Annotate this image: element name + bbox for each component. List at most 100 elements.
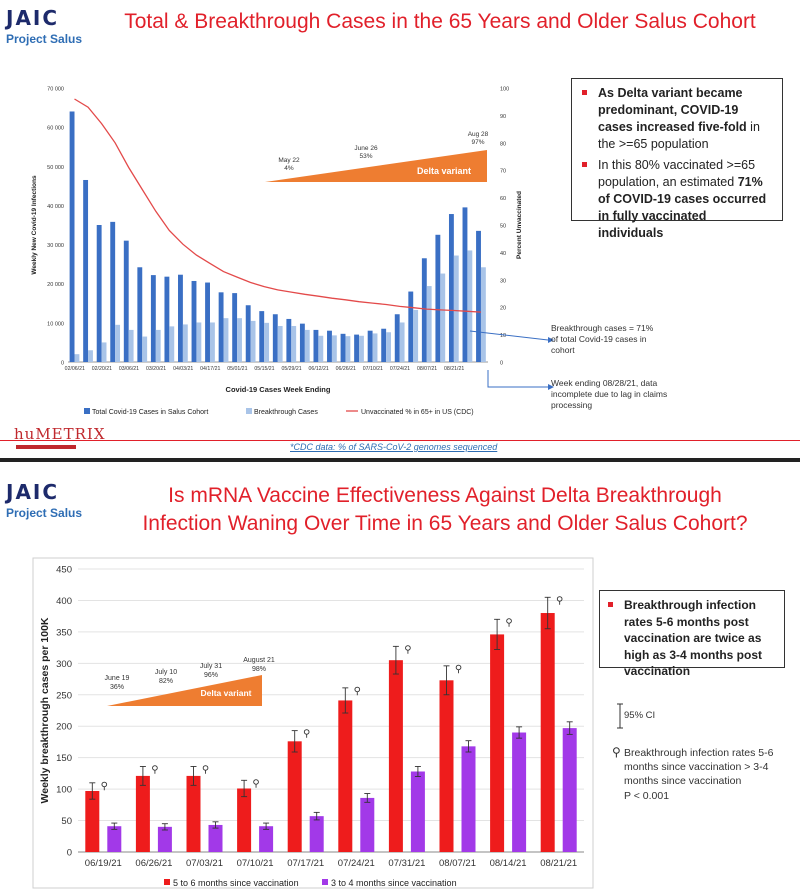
unvaccinated-line <box>74 98 482 313</box>
delta-pct-label: 96% <box>204 672 218 679</box>
legend-total-label: Total Covid-19 Cases in Salus Cohort <box>92 409 208 416</box>
breakthrough-cases-bar <box>74 354 80 362</box>
significance-marker: ⚲ <box>101 781 108 792</box>
delta-variant-label: Delta variant <box>200 688 251 698</box>
x-tick-label: 08/14/21 <box>490 858 527 869</box>
humetrix-logo: huMETRIX <box>14 425 106 449</box>
y2-tick-label: 60 <box>500 196 506 202</box>
y-tick-label: 350 <box>56 627 72 638</box>
y2-tick-label: 70 <box>500 169 506 175</box>
slide2-title: Is mRNA Vaccine Effectiveness Against De… <box>100 482 790 538</box>
significance-marker: ⚲ <box>252 778 259 789</box>
slide1-footer-line <box>0 440 800 441</box>
ci-legend-label: 95% CI <box>624 710 656 721</box>
total-cases-bar <box>448 214 454 362</box>
x-tick-label: 04/03/21 <box>173 366 193 372</box>
total-cases-bar <box>313 329 319 362</box>
bar-3to4-months <box>309 816 324 852</box>
slide-total-breakthrough: JAIC Project Salus Total & Breakthrough … <box>0 6 800 452</box>
significance-marker: ⚲ <box>556 595 563 606</box>
y-tick-label: 150 <box>56 753 72 764</box>
delta-date-label: July 10 <box>155 669 177 676</box>
delta-pct-label: 98% <box>252 666 266 673</box>
x-tick-label: 08/21/21 <box>444 366 464 372</box>
x-tick-label: 08/07/21 <box>439 858 476 869</box>
y2-tick-label: 10 <box>500 333 506 339</box>
x-tick-label: 06/26/21 <box>336 366 356 372</box>
y2-tick-label: 0 <box>500 361 503 367</box>
breakthrough-cases-bar <box>223 318 229 362</box>
breakthrough-share-note: Breakthrough cases = 71% of total Covid-… <box>551 323 654 355</box>
jaic-logo-2: JAIC Project Salus <box>6 480 86 520</box>
breakthrough-cases-bar <box>142 336 148 362</box>
humetrix-text: huMETRIX <box>14 425 106 443</box>
delta-pct-label: 82% <box>159 678 173 685</box>
delta-pct-label: 53% <box>359 153 372 160</box>
cdc-footnote[interactable]: *CDC data: % of SARS-CoV-2 genomes seque… <box>290 442 498 452</box>
bullet-71-bold: 71% of COVID-19 cases occurred in fully … <box>598 175 767 240</box>
bar-5to6-months <box>237 788 252 852</box>
x-tick-label: 07/03/21 <box>186 858 223 869</box>
y-tick-label: 300 <box>56 659 72 670</box>
breakthrough-cases-bar <box>453 255 459 362</box>
breakthrough-cases-bar <box>331 335 337 362</box>
total-cases-bar <box>96 225 102 362</box>
y-tick-label: 70 000 <box>47 87 64 93</box>
y-tick-label: 400 <box>56 596 72 607</box>
breakthrough-cases-bar <box>209 322 215 362</box>
y-tick-label: 0 <box>67 848 72 859</box>
bar-5to6-months <box>540 613 555 852</box>
total-cases-bar <box>137 267 143 362</box>
callout-bullet-twice: Breakthrough infection rates 5-6 months … <box>606 597 778 680</box>
total-cases-bar <box>381 328 387 362</box>
callout-bullet-fivefold: As Delta variant became predominant, COV… <box>580 85 774 153</box>
note-arrow-week <box>487 370 548 388</box>
breakthrough-cases-bar <box>115 324 121 362</box>
legend-breakthrough-swatch <box>246 408 252 414</box>
y2-tick-label: 90 <box>500 114 506 120</box>
delta-date-label: June 19 <box>105 675 130 682</box>
total-cases-bar <box>286 318 292 362</box>
total-cases-bar <box>123 240 129 362</box>
y-axis-label: Weekly breakthrough cases per 100K <box>39 617 51 803</box>
total-cases-bar <box>394 314 400 362</box>
breakthrough-cases-bar <box>318 335 324 362</box>
total-cases-bar <box>408 291 414 362</box>
total-cases-bar <box>476 230 481 362</box>
y-tick-label: 30 000 <box>47 243 64 249</box>
total-cases-bar <box>272 314 278 362</box>
total-cases-bar <box>462 207 468 362</box>
breakthrough-cases-bar <box>155 329 161 362</box>
significance-marker: ⚲ <box>354 686 361 697</box>
bar-5to6-months <box>287 741 302 852</box>
legend-total-swatch <box>84 408 90 414</box>
total-cases-bar <box>83 179 89 362</box>
ci-legend-icon <box>617 703 623 729</box>
significance-marker: ⚲ <box>455 664 462 675</box>
total-cases-bar <box>340 333 346 362</box>
chart2-frame <box>32 557 594 889</box>
y2-tick-label: 100 <box>500 87 509 93</box>
jaic-logo-mark-2: JAIC <box>6 480 60 504</box>
bar-5to6-months <box>186 775 201 852</box>
slide-vaccine-waning: JAIC Project Salus Is mRNA Vaccine Effec… <box>0 458 800 890</box>
project-salus-label: Project Salus <box>6 32 83 46</box>
total-cases-bar <box>327 330 332 362</box>
delta-variant-wedge <box>107 675 262 706</box>
arrowhead-week <box>548 384 554 390</box>
bar-3to4-months <box>562 728 577 852</box>
bar-5to6-months <box>439 680 454 852</box>
total-cases-bar <box>245 305 251 362</box>
y-axis-label: Weekly New Covid-19 Infections <box>31 175 38 275</box>
delta-date-label: June 26 <box>354 145 378 152</box>
y-tick-label: 250 <box>56 690 72 701</box>
slide2-title-line2: Infection Waning Over Time in 65 Years a… <box>142 512 748 535</box>
slide2-title-line1: Is mRNA Vaccine Effectiveness Against De… <box>168 484 722 507</box>
y-tick-label: 0 <box>61 361 64 367</box>
x-tick-label: 07/10/21 <box>363 366 383 372</box>
x-tick-label: 05/29/21 <box>281 366 301 372</box>
legend-3to4-label: 3 to 4 months since vaccination <box>331 878 457 888</box>
y-tick-label: 450 <box>56 565 72 576</box>
significance-marker: ⚲ <box>505 617 512 628</box>
significance-marker-icon: ⚲ <box>612 745 621 759</box>
